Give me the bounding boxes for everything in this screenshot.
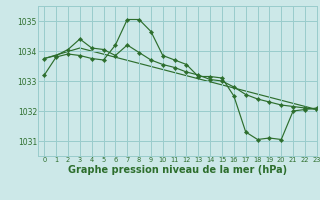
X-axis label: Graphe pression niveau de la mer (hPa): Graphe pression niveau de la mer (hPa) [68,165,287,175]
